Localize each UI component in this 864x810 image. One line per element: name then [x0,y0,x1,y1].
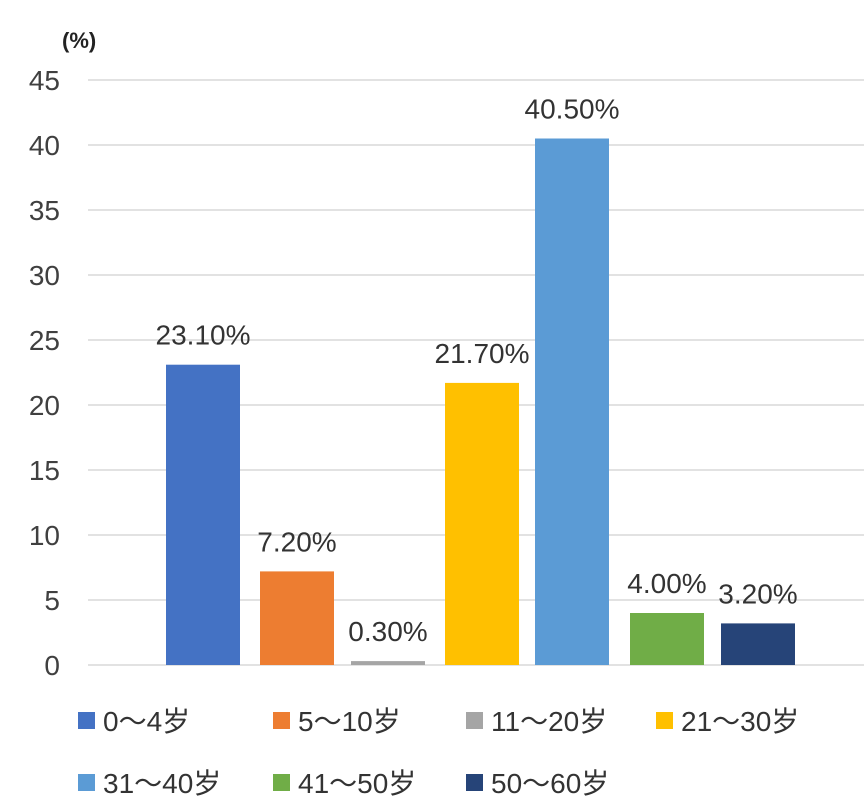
bar-4 [535,138,609,665]
legend-label: 50～60岁 [491,768,610,799]
bar-6 [721,623,795,665]
legend-label: 31～40岁 [103,768,222,799]
data-label: 4.00% [627,568,706,599]
y-tick-label: 15 [29,455,60,486]
data-label: 7.20% [257,526,336,557]
data-label: 23.10% [156,320,251,351]
legend-swatch [78,711,95,729]
data-label: 40.50% [525,94,620,125]
bar-1 [260,571,334,665]
data-label: 21.70% [435,338,530,369]
legend-label: 11～20岁 [491,706,608,737]
legend-swatch [273,711,290,729]
y-axis-unit-label: (%) [62,28,97,53]
legend-item: 31～40岁 [78,762,221,802]
legend-label: 41～50岁 [298,768,417,799]
legend-label: 5～10岁 [298,706,401,737]
legend-item: 41～50岁 [273,762,416,802]
legend-item: 21～30岁 [656,700,799,740]
legend-swatch [78,773,95,791]
legend-swatch [656,711,673,729]
y-tick-label: 45 [29,65,60,96]
data-label: 3.20% [718,578,797,609]
legend-label: 0～4岁 [103,706,191,737]
y-tick-label: 10 [29,520,60,551]
data-label: 0.30% [348,616,427,647]
legend-item: 5～10岁 [273,700,401,740]
legend-item: 11～20岁 [466,700,607,740]
y-tick-label: 20 [29,390,60,421]
y-tick-label: 35 [29,195,60,226]
y-tick-label: 30 [29,260,60,291]
legend-label: 21～30岁 [681,706,800,737]
y-tick-label: 0 [44,650,60,681]
y-tick-label: 40 [29,130,60,161]
bar-3 [445,382,519,665]
legend-item: 50～60岁 [466,762,609,802]
bar-5 [630,613,704,665]
bar-0 [166,364,240,665]
chart-plot: 0 5 10 15 20 25 30 35 40 45 23.10% 7.20% 0.30% 21.70%… [29,65,864,681]
bar-2 [351,661,425,665]
legend-swatch [466,773,483,791]
legend-item: 0～4岁 [78,700,190,740]
legend-swatch [466,711,483,729]
y-tick-label: 25 [29,325,60,356]
y-tick-label: 5 [44,585,60,616]
legend-swatch [273,773,290,791]
